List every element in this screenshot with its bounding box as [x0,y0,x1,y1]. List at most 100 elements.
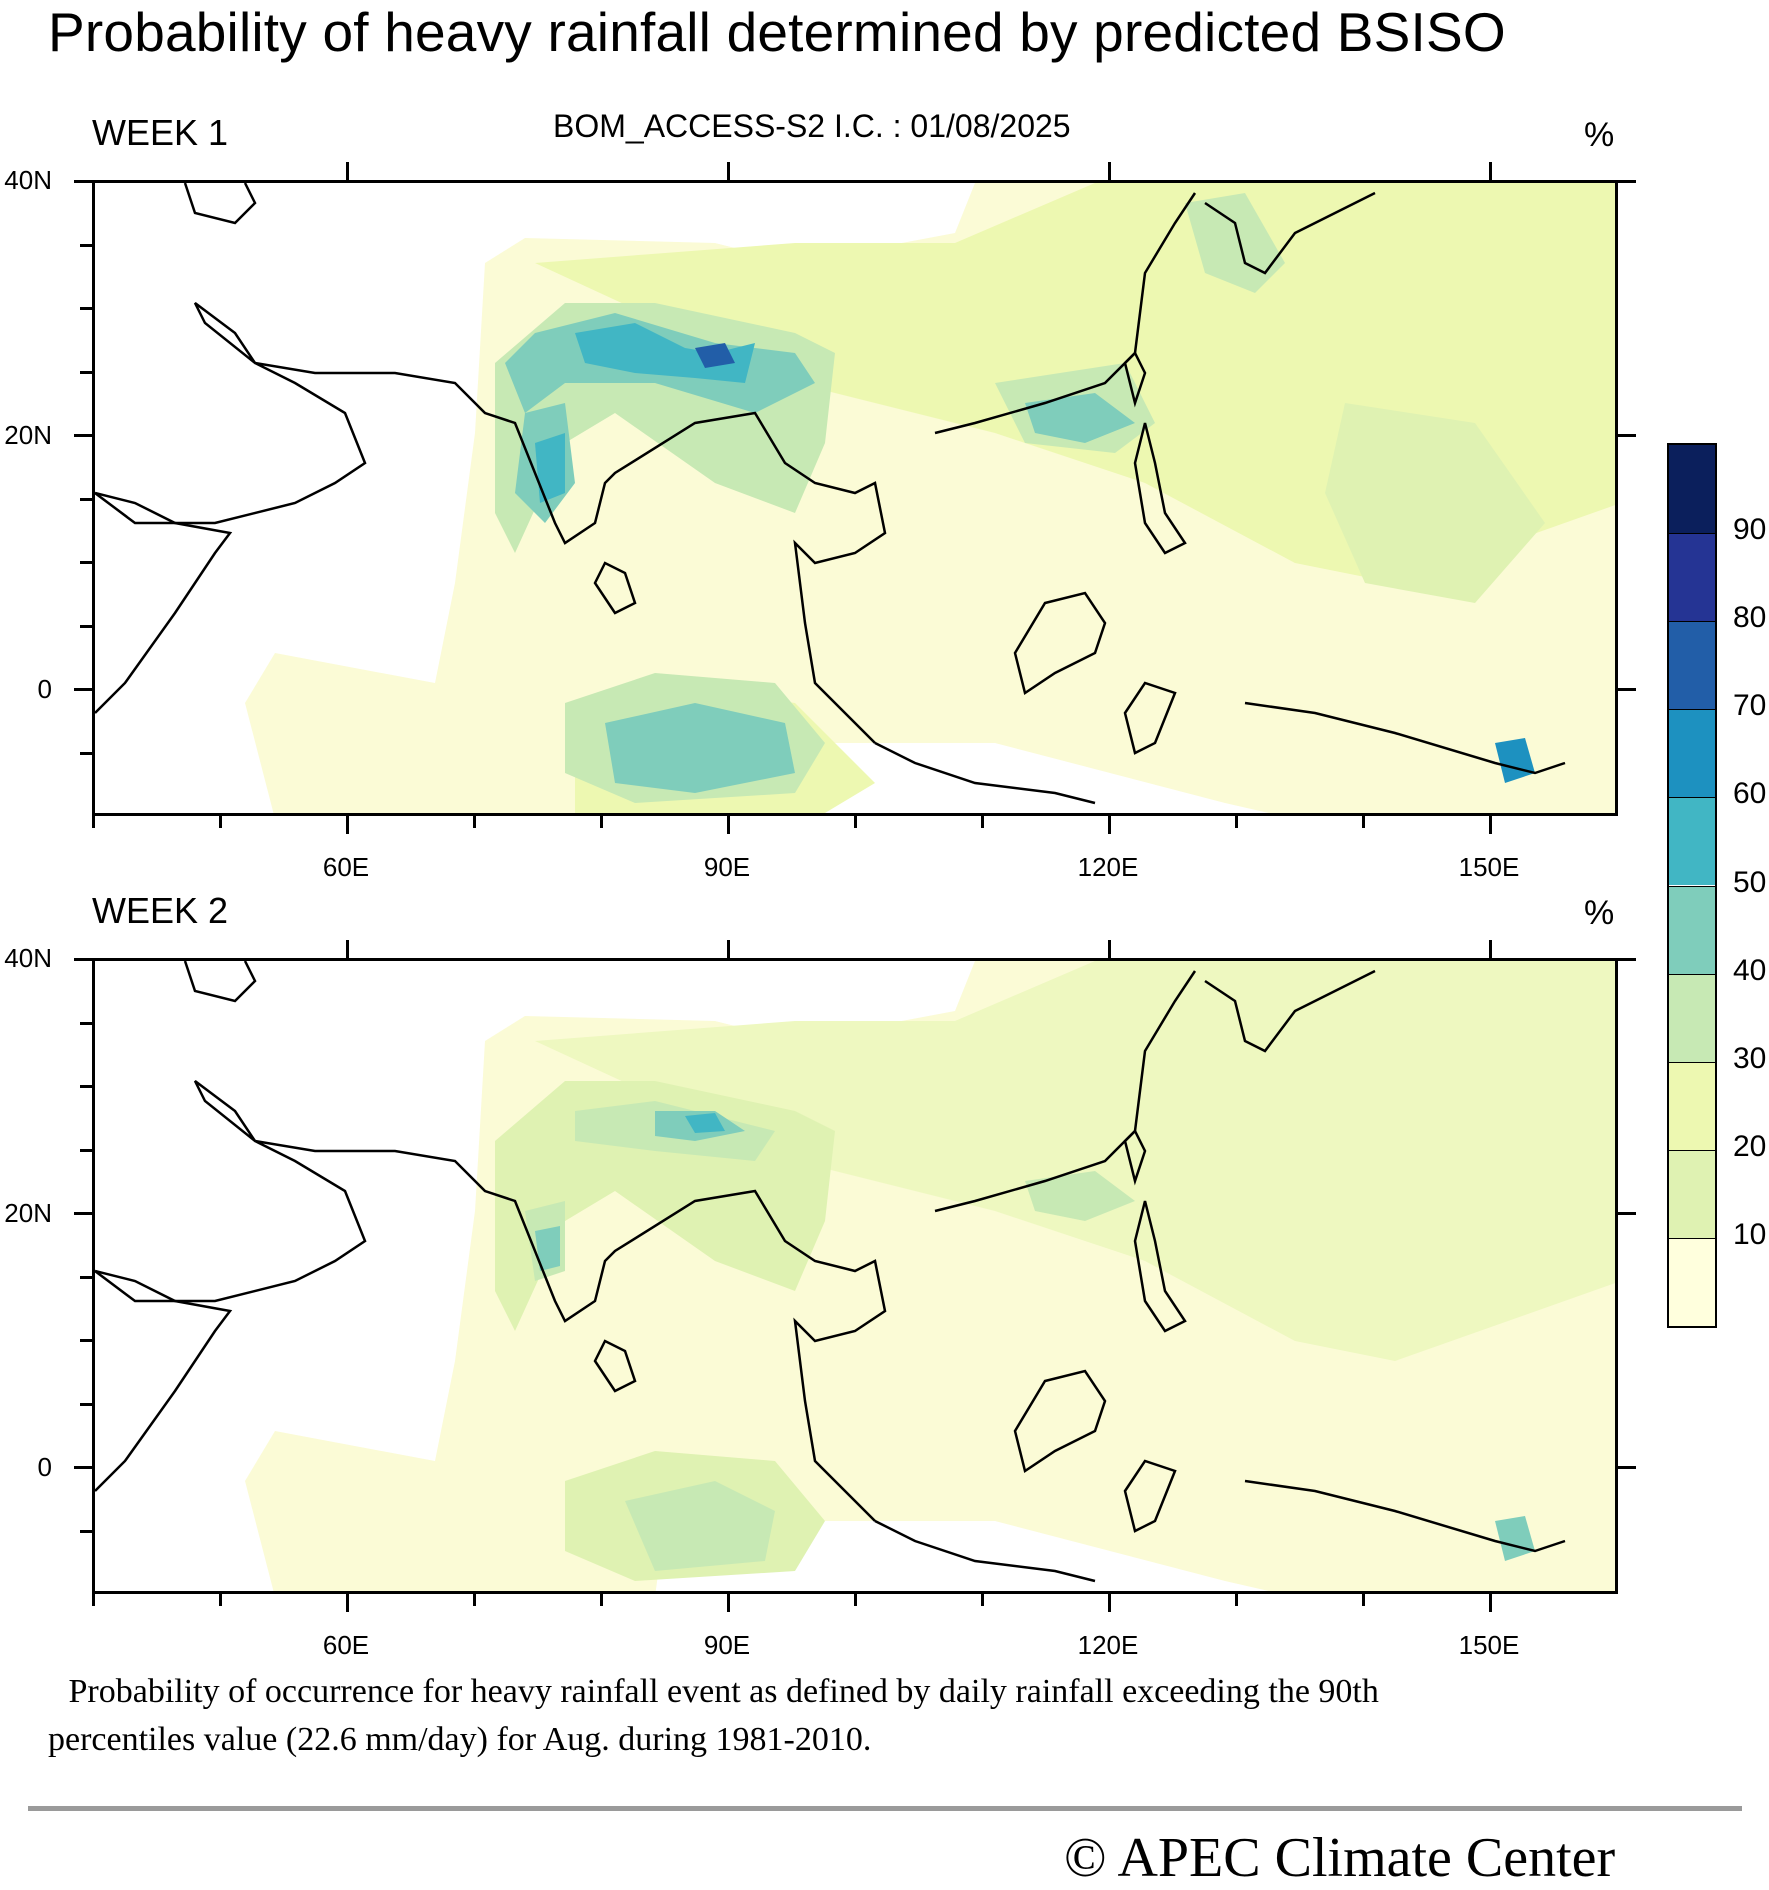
rain-area-light-north-week2 [535,961,1615,1361]
colorbar-tick-label: 20 [1733,1129,1767,1163]
tick-lon-130-week2 [1235,1594,1238,1606]
tick-lat-10-week2 [80,1339,92,1342]
colorbar-segment [1669,621,1715,710]
rain-area-south-china-week2 [1025,1171,1135,1221]
tick-right-lat-0-week2 [1618,1466,1636,1469]
tick-top-lon-150-week1 [1489,162,1492,180]
tick-lon-100-week2 [854,1594,857,1606]
panel-unit-week2: % [1584,894,1615,932]
colorbar-segment [1669,885,1715,974]
tick-lon-100-week1 [854,816,857,828]
copyright-notice: © APEC Climate Center [1064,1827,1616,1889]
tick-lat-5-week1 [80,625,92,628]
lat-label-40n-week1: 40N [4,165,52,195]
tick-right-lat-40-week1 [1618,180,1636,183]
figure-caption: Probability of occurrence for heavy rain… [48,1668,1700,1764]
heavy-rain-probability-map-week2 [92,958,1618,1594]
colorbar-segment [1669,445,1715,534]
tick-lon-140-week1 [1362,816,1365,828]
tick-lon-50-week1 [219,816,222,828]
tick-lat-40-week2 [74,958,92,961]
tick-lon-80-week1 [600,816,603,828]
lon-label-90e-week2: 90E [703,1630,751,1660]
colorbar-tick-label: 80 [1733,601,1767,635]
panel-unit-week1: % [1584,116,1615,154]
no-data-region-arabian-sea-week2 [95,961,485,1591]
lon-label-120e-week1: 120E [1077,852,1139,882]
rain-area-light-pacific-week1 [1325,403,1545,603]
rain-core-south-china-week1 [1025,393,1135,443]
colorbar-segment [1669,533,1715,622]
tick-lat-20-week2 [74,1212,92,1215]
lat-label-0-week1: 0 [37,674,52,704]
tick-lat-0-week2 [74,1466,92,1469]
lat-label-0-week2: 0 [37,1452,52,1482]
panel-label-week2: WEEK 2 [92,890,229,931]
colorbar-segment [1669,1237,1715,1326]
tick-top-lon-90-week1 [727,162,730,180]
tick-lat-15-week2 [80,1276,92,1279]
rain-core-strong-ghats-week1 [535,433,565,503]
tick-lat-35-week2 [80,1022,92,1025]
tick-lon-150-week1 [1489,816,1492,834]
tick-lon-110-week2 [981,1594,984,1606]
probability-colorbar [1667,443,1717,1328]
tick-lon-60-week2 [346,1594,349,1612]
colorbar-tick-label: 10 [1733,1217,1767,1251]
rain-core-strong-ganges-week1 [575,323,755,383]
lon-label-60e-week1: 60E [322,852,370,882]
tick-lon-40-week2 [92,1594,95,1606]
panel-label-week1: WEEK 1 [92,112,229,153]
colorbar-segment [1669,709,1715,798]
tick-lat-30-week1 [80,307,92,310]
tick-lat-30-week2 [80,1085,92,1088]
colorbar-segment [1669,1149,1715,1238]
tick-lat-25-week2 [80,1149,92,1152]
tick-top-lon-150-week2 [1489,940,1492,958]
model-init-subtitle: BOM_ACCESS-S2 I.C. : 01/08/2025 [553,108,1071,144]
tick-lat-5-week2 [80,1403,92,1406]
tick-lat-0-week1 [74,688,92,691]
caption-line-1: Probability of occurrence for heavy rain… [60,1673,1379,1710]
colorbar-tick-label: 70 [1733,689,1767,723]
colorbar-segment [1669,797,1715,886]
tick-lon-140-week2 [1362,1594,1365,1606]
rain-core-indian-ocean-week1 [605,703,795,793]
colorbar-tick-label: 30 [1733,1041,1767,1075]
footer-divider [28,1806,1742,1811]
rain-core-max-bangladesh-week1 [695,343,735,368]
lat-label-40n-week2: 40N [4,943,52,973]
figure-title: Probability of heavy rainfall determined… [48,1,1506,63]
tick-lat-35-week1 [80,244,92,247]
map-week1-svg [95,183,1615,813]
lon-label-150e-week1: 150E [1458,852,1520,882]
tick-right-lat-20-week1 [1618,434,1636,437]
tick-top-lon-90-week2 [727,940,730,958]
lon-label-60e-week2: 60E [322,1630,370,1660]
tick-lon-90-week1 [727,816,730,834]
no-data-region-arabian-sea-week1 [95,183,485,813]
heavy-rain-probability-map-week1 [92,180,1618,816]
tick-lat-40-week1 [74,180,92,183]
no-data-region-north-week1 [95,183,975,263]
tick-top-lon-60-week2 [346,940,349,958]
tick-right-lat-20-week2 [1618,1212,1636,1215]
colorbar-tick-label: 40 [1733,953,1767,987]
tick-right-lat-0-week1 [1618,688,1636,691]
tick-lat-15-week1 [80,498,92,501]
tick-lon-60-week1 [346,816,349,834]
coastlines-week2 [95,961,1566,1583]
no-data-region-north-week2 [95,961,975,1041]
lon-label-120e-week2: 120E [1077,1630,1139,1660]
lon-label-150e-week2: 150E [1458,1630,1520,1660]
lon-label-90e-week1: 90E [703,852,751,882]
colorbar-tick-label: 50 [1733,865,1767,899]
colorbar-tick-label: 60 [1733,777,1767,811]
colorbar-tick-label: 90 [1733,513,1767,547]
tick-lat-m5-week1 [80,752,92,755]
tick-lon-150-week2 [1489,1594,1492,1612]
tick-lon-120-week2 [1108,1594,1111,1612]
rain-core-ghats-week2 [535,1226,560,1271]
colorbar-segment [1669,973,1715,1062]
tick-top-lon-60-week1 [346,162,349,180]
